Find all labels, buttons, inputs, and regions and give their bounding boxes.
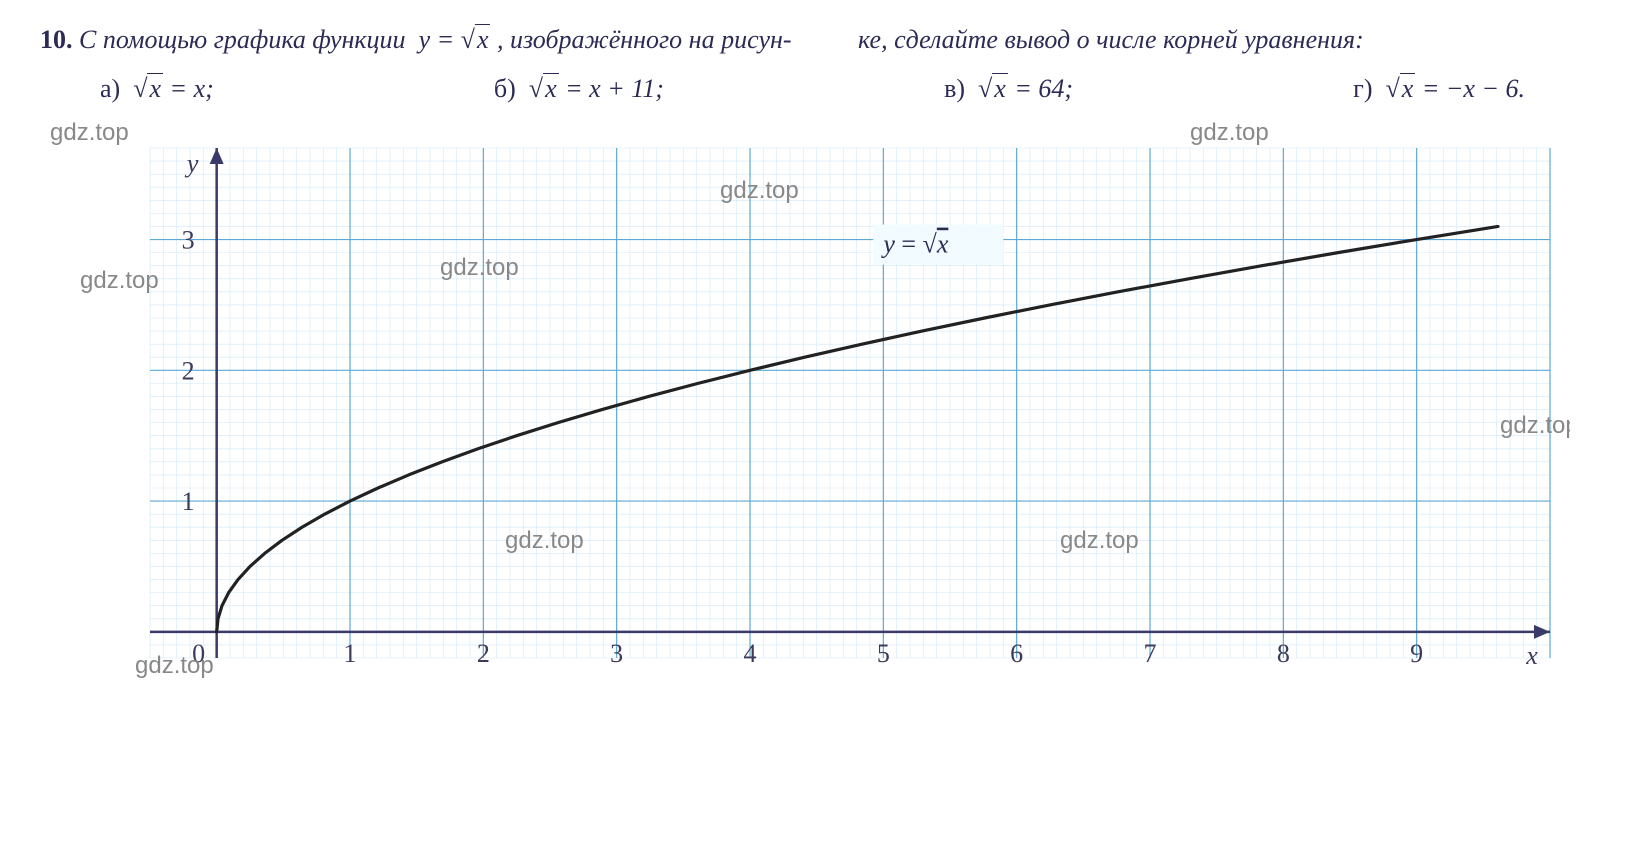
svg-text:y = √x: y = √x bbox=[880, 230, 948, 259]
svg-text:7: 7 bbox=[1144, 639, 1157, 668]
options-row: а) x = x; б) x = x + 11; в) x = 64; г) x… bbox=[100, 69, 1525, 108]
problem-number: 10. bbox=[40, 25, 73, 54]
svg-text:9: 9 bbox=[1410, 639, 1423, 668]
problem-text-1b: , изображённого на рисун- bbox=[497, 25, 792, 54]
svg-text:x: x bbox=[1525, 641, 1538, 670]
svg-text:gdz.top: gdz.top bbox=[720, 177, 799, 204]
svg-text:gdz.top: gdz.top bbox=[1500, 412, 1570, 439]
option-a: а) x = x; bbox=[100, 69, 214, 108]
inline-formula: y = x bbox=[412, 25, 497, 54]
problem-statement: 10. С помощью графика функции y = x , из… bbox=[40, 20, 1585, 59]
svg-text:gdz.top: gdz.top bbox=[1060, 527, 1139, 554]
problem-text-2: ке, сделайте вывод о числе корней уравне… bbox=[858, 25, 1364, 54]
svg-text:5: 5 bbox=[877, 639, 890, 668]
option-b: б) x = x + 11; bbox=[494, 69, 664, 108]
svg-text:gdz.top: gdz.top bbox=[505, 527, 584, 554]
svg-text:1: 1 bbox=[344, 639, 357, 668]
svg-text:2: 2 bbox=[182, 356, 195, 385]
option-c: в) x = 64; bbox=[944, 69, 1073, 108]
svg-text:8: 8 bbox=[1277, 639, 1290, 668]
svg-text:1: 1 bbox=[182, 487, 195, 516]
svg-text:6: 6 bbox=[1010, 639, 1023, 668]
option-d: г) x = −x − 6. bbox=[1353, 69, 1525, 108]
sqrt-chart: 1234567891230xyy = √xgdz.topgdz.topgdz.t… bbox=[70, 128, 1555, 688]
svg-text:4: 4 bbox=[744, 639, 757, 668]
svg-text:y: y bbox=[184, 149, 199, 178]
svg-text:3: 3 bbox=[182, 226, 195, 255]
svg-text:gdz.top: gdz.top bbox=[135, 652, 214, 679]
svg-text:2: 2 bbox=[477, 639, 490, 668]
sqrt-curve-svg: 1234567891230xyy = √xgdz.topgdz.topgdz.t… bbox=[70, 128, 1570, 688]
problem-text-1a: С помощью графика функции bbox=[79, 25, 406, 54]
svg-text:gdz.top: gdz.top bbox=[80, 267, 159, 294]
svg-text:3: 3 bbox=[610, 639, 623, 668]
